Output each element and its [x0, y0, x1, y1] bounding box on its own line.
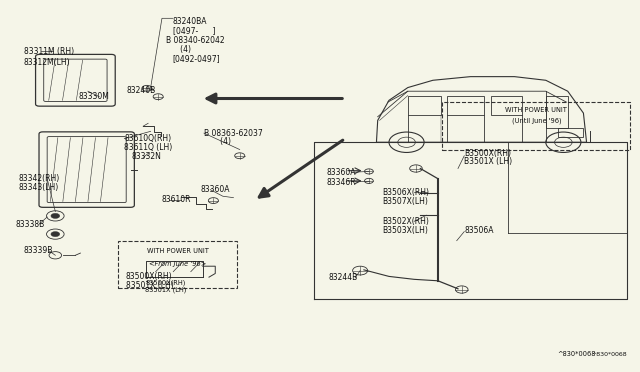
- Text: (4): (4): [213, 137, 232, 146]
- Text: ^830*0068: ^830*0068: [557, 351, 596, 357]
- Text: <From June '96>: <From June '96>: [149, 261, 206, 267]
- Text: 83338B: 83338B: [16, 220, 45, 229]
- Text: ^830*0068: ^830*0068: [592, 352, 627, 357]
- Text: B3507X(LH): B3507X(LH): [383, 197, 429, 206]
- Text: 83506A: 83506A: [464, 226, 493, 235]
- Text: 83240BA: 83240BA: [173, 17, 207, 26]
- Text: 83332N: 83332N: [132, 153, 162, 161]
- Text: 83610Q(RH): 83610Q(RH): [124, 134, 172, 143]
- Text: B3502X(RH): B3502X(RH): [383, 217, 429, 226]
- Text: 83500X(RH): 83500X(RH): [125, 272, 172, 281]
- Text: 83342(RH): 83342(RH): [19, 174, 60, 183]
- Text: B 08363-62037: B 08363-62037: [204, 129, 262, 138]
- Text: (4): (4): [173, 45, 191, 54]
- Text: (Until June '96): (Until June '96): [511, 118, 561, 124]
- Circle shape: [51, 214, 60, 218]
- Text: 83312M(LH): 83312M(LH): [24, 58, 70, 67]
- Text: 83501X (LH): 83501X (LH): [125, 280, 173, 290]
- Text: 83330M: 83330M: [79, 92, 109, 101]
- Text: 83346R: 83346R: [326, 178, 356, 187]
- Text: B3503X(LH): B3503X(LH): [383, 226, 429, 235]
- Text: B 08340-62042: B 08340-62042: [166, 36, 225, 45]
- Text: [0492-0497]: [0492-0497]: [173, 54, 220, 63]
- Text: 83611Q (LH): 83611Q (LH): [124, 143, 173, 152]
- Text: WITH POWER UNIT: WITH POWER UNIT: [147, 248, 209, 254]
- Text: 83343(LH): 83343(LH): [19, 183, 59, 192]
- Text: B3501X (LH): B3501X (LH): [464, 157, 513, 166]
- Text: B3500X(RH): B3500X(RH): [464, 149, 511, 158]
- Text: 83501X (LH): 83501X (LH): [145, 287, 186, 293]
- Text: 83244B: 83244B: [328, 273, 357, 282]
- Text: 83610R: 83610R: [162, 195, 191, 204]
- Bar: [442, 102, 630, 150]
- Circle shape: [51, 231, 60, 237]
- Text: [0497-      ]: [0497- ]: [173, 26, 215, 36]
- Text: B3506X(RH): B3506X(RH): [383, 188, 429, 197]
- Text: 83240B: 83240B: [127, 86, 156, 95]
- Text: 83360A: 83360A: [326, 168, 356, 177]
- Text: 83311M (RH): 83311M (RH): [24, 46, 74, 55]
- Bar: [118, 241, 237, 288]
- Text: 83500X(RH): 83500X(RH): [145, 279, 186, 286]
- Text: 83339B: 83339B: [24, 246, 53, 256]
- Text: WITH POWER UNIT: WITH POWER UNIT: [506, 106, 567, 112]
- Text: 83360A: 83360A: [201, 185, 230, 194]
